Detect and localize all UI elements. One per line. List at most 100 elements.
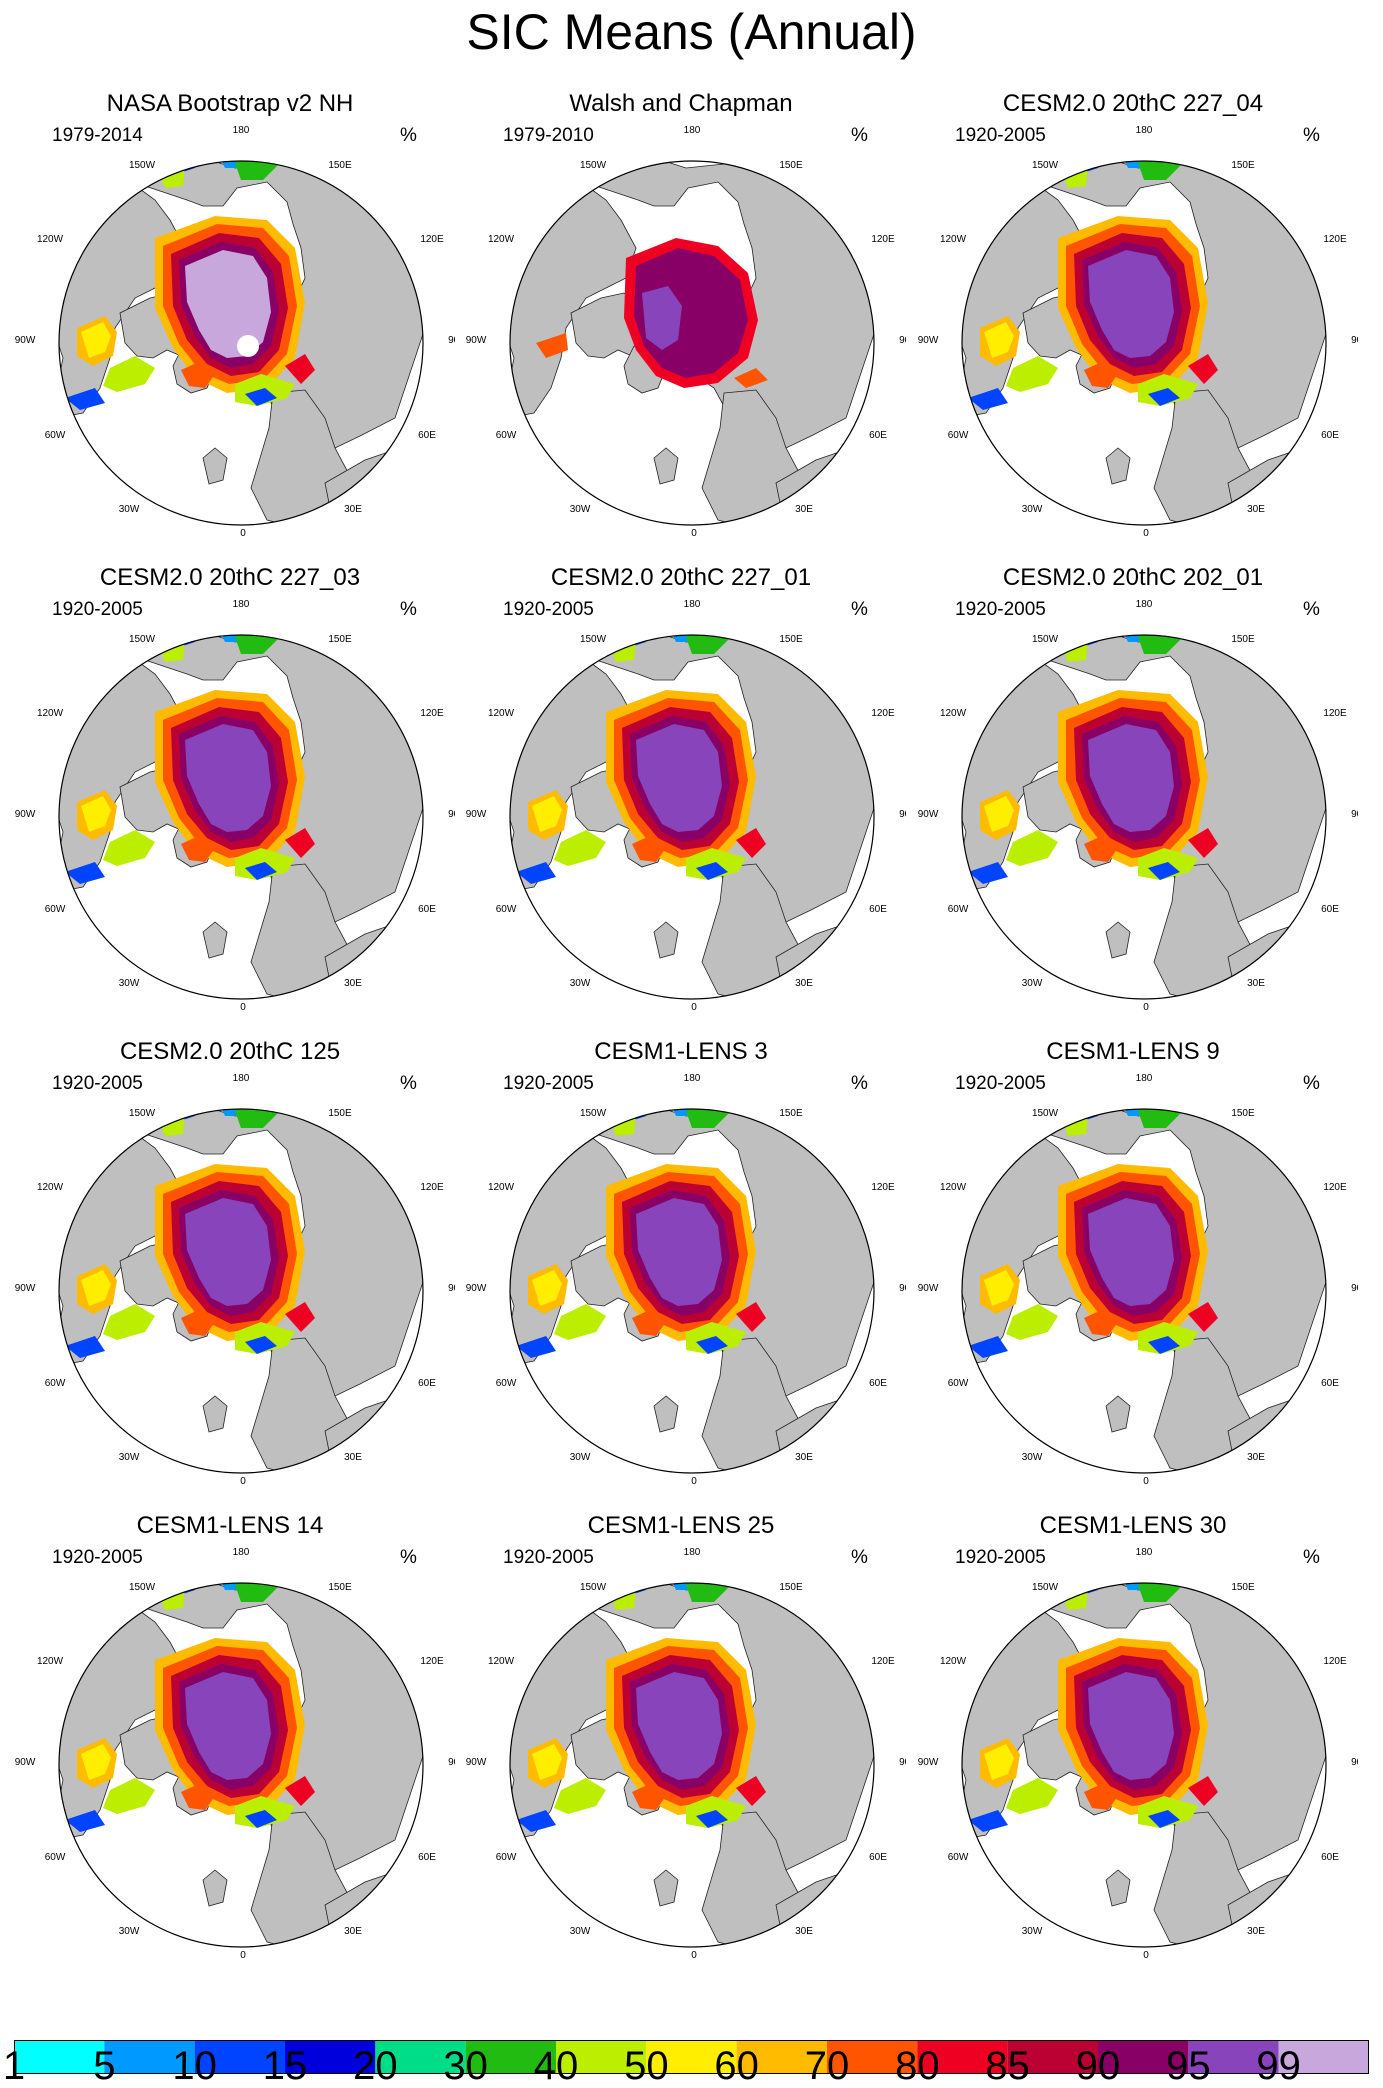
ice-zone-70 — [632, 1782, 666, 1810]
ice-zone-80 — [285, 354, 315, 384]
colorbar-segment — [1098, 2040, 1189, 2074]
longitude-label: 90W — [918, 1283, 939, 1294]
ice-zone-10 — [1148, 1336, 1180, 1354]
panel-period: 1979-2014 — [52, 125, 143, 146]
land-mass — [59, 1325, 68, 1369]
longitude-label: 120W — [488, 234, 515, 245]
longitude-label: 60W — [948, 904, 969, 915]
panel-period: 1920-2005 — [52, 1073, 143, 1094]
longitude-label: 60E — [1321, 430, 1339, 441]
longitude-label: 30W — [1022, 504, 1043, 515]
longitude-label: 60E — [869, 430, 887, 441]
ice-zone-40 — [554, 1304, 606, 1340]
longitude-label: 60E — [1321, 1378, 1339, 1389]
panel-period: 1920-2005 — [955, 125, 1046, 146]
longitude-label: 150E — [328, 160, 352, 171]
ice-zone-10 — [1148, 862, 1180, 880]
longitude-label: 0 — [691, 1950, 697, 1961]
main-title: SIC Means (Annual) — [466, 4, 917, 60]
longitude-label: 30E — [795, 1452, 813, 1463]
longitude-label: 150W — [129, 1582, 156, 1593]
longitude-label: 90E — [899, 1283, 906, 1294]
longitude-label: 180 — [684, 1073, 701, 1084]
longitude-label: 180 — [233, 125, 250, 136]
longitude-label: 30E — [795, 978, 813, 989]
longitude-label: 120W — [37, 1656, 64, 1667]
longitude-label: 0 — [1143, 1476, 1149, 1487]
longitude-label: 150W — [580, 1108, 607, 1119]
longitude-label: 120E — [871, 234, 895, 245]
land-mass — [202, 447, 228, 485]
longitude-label: 30W — [570, 1926, 591, 1937]
ice-zone-70 — [734, 368, 768, 388]
longitude-label: 30E — [795, 504, 813, 515]
map-boundary — [58, 1108, 424, 1474]
colorbar-tick-label: 50 — [624, 2044, 669, 2088]
ice-zone-10 — [1148, 388, 1180, 406]
land-mass — [653, 447, 679, 485]
pole-hole — [237, 335, 259, 357]
longitude-label: 30W — [1022, 1452, 1043, 1463]
longitude-label: 60E — [869, 1378, 887, 1389]
colorbar-tick-label: 99 — [1256, 2044, 1301, 2088]
longitude-label: 90W — [15, 335, 36, 346]
panel-title: CESM1-LENS 3 — [594, 1038, 768, 1065]
ice-zone-10 — [65, 862, 105, 884]
panel-units-label: % — [851, 1547, 868, 1568]
longitude-label: 30W — [119, 978, 140, 989]
longitude-label: 60E — [869, 904, 887, 915]
polar-map: 180 150W 150E 120W 120E 90W 90E 60W 60E 30W 30E 0 — [466, 1073, 906, 1487]
polar-map: 180 150W 150E 120W 120E 90W 90E 60W 60E 30W 30E 0 — [15, 599, 455, 1013]
longitude-label: 120W — [488, 708, 515, 719]
longitude-label: 30E — [1247, 1452, 1265, 1463]
polar-map: 180 150W 150E 120W 120E 90W 90E 60W 60E 30W 30E 0 — [15, 1547, 455, 1961]
polar-map: 180 150W 150E 120W 120E 90W 90E 60W 60E 30W 30E 0 — [918, 1073, 1358, 1487]
panel-title: CESM1-LENS 30 — [1039, 1512, 1227, 1539]
longitude-label: 150E — [779, 1108, 803, 1119]
map-boundary — [961, 1582, 1327, 1948]
ice-zone-70 — [181, 834, 215, 862]
longitude-label: 60E — [418, 904, 436, 915]
panel-units-label: % — [400, 1073, 417, 1094]
longitude-label: 60E — [869, 1852, 887, 1863]
ice-zone-10 — [516, 1336, 556, 1358]
ice-zone-50 — [532, 1744, 562, 1780]
map-panel: CESM1-LENS 14 1920-2005% 180 150W 150E 120W 12… — [5, 1510, 455, 1980]
ice-zone-40 — [103, 356, 155, 392]
longitude-label: 90W — [466, 1757, 487, 1768]
ice-zone-70 — [1084, 834, 1118, 862]
longitude-label: 0 — [691, 1002, 697, 1013]
panel-period: 1920-2005 — [955, 1547, 1046, 1568]
longitude-label: 120W — [488, 1182, 515, 1193]
longitude-label: 150W — [1032, 160, 1059, 171]
panel-title: CESM2.0 20thC 125 — [119, 1038, 341, 1065]
longitude-label: 120E — [420, 1182, 444, 1193]
longitude-label: 30W — [119, 1452, 140, 1463]
ice-zone-95 — [1088, 724, 1174, 832]
longitude-label: 180 — [233, 1073, 250, 1084]
ice-zone-95 — [185, 1672, 271, 1780]
land-mass — [1105, 921, 1131, 959]
longitude-label: 60W — [496, 430, 517, 441]
ice-zone-30 — [235, 1583, 283, 1602]
longitude-label: 60W — [948, 430, 969, 441]
map-boundary — [509, 634, 875, 1000]
longitude-label: 0 — [240, 1950, 246, 1961]
ice-zone-30 — [686, 1109, 734, 1128]
longitude-label: 150E — [1231, 1108, 1255, 1119]
panel-units-label: % — [400, 599, 417, 620]
colorbar-tick-label: 10 — [172, 2044, 217, 2088]
panel-title: Walsh and Chapman — [569, 90, 793, 117]
colorbar-segment — [1278, 2040, 1369, 2074]
ice-zone-10 — [696, 1336, 728, 1354]
ice-zone-10 — [245, 862, 277, 880]
longitude-label: 90W — [15, 1757, 36, 1768]
polar-map: 180 150W 150E 120W 120E 90W 90E 60W 60E 30W 30E 0 — [918, 1547, 1358, 1961]
panel-period: 1920-2005 — [955, 599, 1046, 620]
panel-period: 1979-2010 — [503, 125, 594, 146]
map-boundary — [58, 634, 424, 1000]
ice-zone-40 — [103, 830, 155, 866]
map-panel: Walsh and Chapman 1979-2010% 180 150W 150E 12… — [456, 88, 906, 558]
longitude-label: 120W — [940, 1182, 967, 1193]
longitude-label: 150W — [129, 634, 156, 645]
